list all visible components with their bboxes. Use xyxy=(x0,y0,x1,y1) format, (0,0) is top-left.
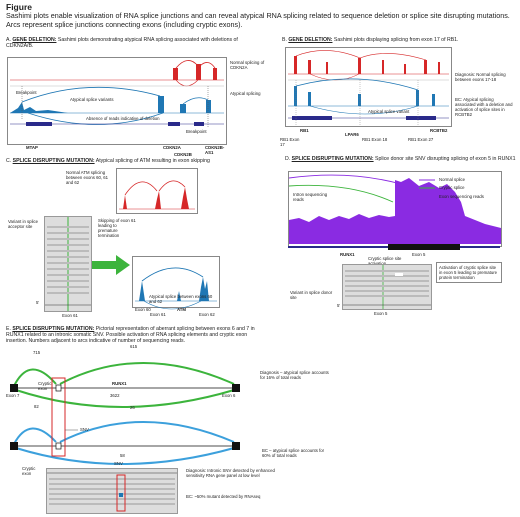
panel-e-letter: E. xyxy=(6,326,11,332)
panel-a-text: Sashimi plots demonstrating atypical RNA… xyxy=(6,37,238,49)
panel-e-text: Pictorial representation of aberrant spl… xyxy=(6,326,255,344)
panel-d-text: Splice donor site SNV disrupting splicin… xyxy=(375,156,516,162)
panel-b-text: Sashimi plots displaying splicing from e… xyxy=(333,37,459,43)
panel-d-heading: D. SPLICE DISRUPTING MUTATION: Splice do… xyxy=(285,156,517,162)
figure-caption: Sashimi plots enable visualization of RN… xyxy=(6,11,510,29)
panel-e-top-n2: 615 xyxy=(130,344,138,349)
panel-e-cryptic-exon2: Cryptic exon xyxy=(22,466,36,476)
panel-c-heading: C. SPLICE DISRUPTING MUTATION: Atypical … xyxy=(6,158,276,164)
panel-a-letter: A. xyxy=(6,37,11,43)
panel-b-gene-lpar6: LPAR6 xyxy=(345,132,359,137)
figure-title: Figure xyxy=(6,2,32,12)
panel-a-breakpoint-right: Breakpoint xyxy=(186,129,207,134)
panel-b-heading: B. GENE DELETION: Sashimi plots displayi… xyxy=(282,37,517,43)
panel-a-tag: GENE DELETION: xyxy=(12,37,57,43)
panel-b-gene-rb1: RB1 xyxy=(300,128,309,133)
panel-d-tag: SPLICE DISRUPTING MUTATION: xyxy=(291,156,374,162)
panel-a-absence: Absence of reads indicative of deletion xyxy=(86,116,160,121)
panel-c-variant: Variant in splice acceptor site xyxy=(8,219,39,229)
panel-e-reads xyxy=(46,468,178,514)
panel-a-gene-cdkn2b: CDKN2B xyxy=(174,152,192,157)
panel-d-exon-block xyxy=(388,244,460,250)
panel-d-5prime: 5' xyxy=(337,303,341,308)
panel-a-gene-cdkn2a: CDKN2A xyxy=(163,145,181,150)
panel-d-letter: D. xyxy=(285,156,291,162)
panel-e-bc-mutant: BC: ~50% mutant detected by RNAseq xyxy=(186,494,261,499)
panel-c-normal: Normal ATM splicing between exons 60, 61… xyxy=(66,170,109,185)
panel-e-exon7: Exon 7 xyxy=(6,393,20,398)
panel-e-exon6: Exon 6 xyxy=(222,393,236,398)
panel-d-exon5-top: Exon 5 xyxy=(412,252,426,257)
panel-c-atypical: Atypical splice between exons 60 and 62 xyxy=(149,294,213,304)
panel-a-sashimi xyxy=(10,60,224,128)
panel-e-gene: RUNX1 xyxy=(112,381,127,386)
panel-a-normal-label: Normal splicing of CDKN2A xyxy=(230,60,265,70)
panel-c-exon61-bottom: Exon 61 xyxy=(62,313,78,318)
panel-c-normal-plot xyxy=(116,168,198,214)
panel-a-gene-as1: CDKN2B-AS1 xyxy=(205,145,225,155)
panel-d-legend-exon: Exon sequencing reads xyxy=(439,194,484,199)
panel-c-exon60: Exon 60 xyxy=(135,307,151,312)
panel-b-bc: BC: Atypical splicing associated with a … xyxy=(455,97,513,117)
panel-c-exon61: Exon 61 xyxy=(150,312,166,317)
panel-c-skipping: Skipping of exon 61 leading to premature… xyxy=(98,218,136,238)
panel-e-top-n3: 3622 xyxy=(110,393,120,398)
panel-e-cryptic-exon: Cryptic exon xyxy=(38,381,52,391)
panel-d-cryptic-activation: Cryptic splice site activation xyxy=(368,256,402,266)
panel-d-legend-normal: Normal splice xyxy=(439,177,466,182)
panel-a-plot: Breakpoint Atypical splice variants Abse… xyxy=(7,57,227,145)
panel-e-heading: E. SPLICE DISRUPTING MUTATION: Pictorial… xyxy=(6,326,268,344)
panel-d-reads xyxy=(342,264,432,310)
panel-e-snv: SNV xyxy=(80,427,89,432)
panel-b-exon17: RB1 Exon 17 xyxy=(280,137,300,147)
panel-a-atypical-label: Atypical splicing xyxy=(230,91,261,96)
panel-e-diag-snv: Diagnosis: Intronic SNV detected by enha… xyxy=(186,468,275,478)
panel-a-heading: A. GENE DELETION: Sashimi plots demonstr… xyxy=(6,37,266,49)
panel-c-atypical-plot: Atypical splice between exons 60 and 62 xyxy=(132,256,220,310)
panel-d-variant: Variant in splice donor site xyxy=(290,290,333,300)
panel-b-gene-rcbtb2: RCBTB2 xyxy=(430,128,448,133)
panel-b-exon27: RB1 Exon 27 xyxy=(408,137,434,142)
panel-b-sashimi xyxy=(288,50,449,126)
panel-e-top-n1: 715 xyxy=(33,350,41,355)
panel-d-plot: Normal splice Cryptic splice Exon sequen… xyxy=(288,171,502,247)
panel-b-exon18: RB1 Exon 18 xyxy=(362,137,388,142)
panel-e-diagnosis: Diagnosis – atypical splice accounts for… xyxy=(260,370,329,380)
panel-a-gene-mtap: MTAP xyxy=(26,145,38,150)
panel-c-letter: C. xyxy=(6,158,12,164)
panel-d-exon5-bottom: Exon 5 xyxy=(374,311,388,316)
panel-c-exon62: Exon 62 xyxy=(199,312,215,317)
panel-d-intron: Intron sequencing reads xyxy=(293,192,328,202)
panel-c-arrow xyxy=(92,255,130,275)
panel-e-bot-n2: 26 xyxy=(130,405,135,410)
panel-c-tag: SPLICE DISRUPTING MUTATION: xyxy=(12,158,95,164)
panel-d-gene: RUNX1 xyxy=(340,252,355,257)
panel-e-snv2: SNV xyxy=(114,461,123,466)
panel-c-reads xyxy=(44,216,92,312)
panel-e-tag: SPLICE DISRUPTING MUTATION: xyxy=(12,326,95,332)
panel-e-bc: BC – atypical splice accounts for 60% of… xyxy=(262,448,325,458)
panel-e-bot-n3: 58 xyxy=(120,453,125,458)
panel-d-activation-note: Activation of cryptic splice site in exo… xyxy=(436,262,502,283)
panel-b-atypical-variant: Atypical splice variant xyxy=(368,109,410,114)
panel-c-5prime: 5' xyxy=(36,300,40,305)
panel-b-diagnosis: Diagnosis: Normal splicing between exons… xyxy=(455,72,506,82)
panel-b-tag: GENE DELETION: xyxy=(288,37,333,43)
panel-d-legend-cryptic: Cryptic splice xyxy=(439,185,465,190)
panel-c-text: Atypical splicing of ATM resulting in ex… xyxy=(95,158,210,164)
panel-e-bot-n1: 82 xyxy=(34,404,39,409)
panel-a-breakpoint-left: Breakpoint xyxy=(16,90,37,95)
panel-e-diagram xyxy=(10,362,240,465)
panel-b-letter: B. xyxy=(282,37,287,43)
panel-b-plot: Atypical splice variant xyxy=(285,47,452,127)
panel-a-variants: Atypical splice variants xyxy=(70,97,114,102)
panel-c-gene: ATM xyxy=(177,307,186,312)
